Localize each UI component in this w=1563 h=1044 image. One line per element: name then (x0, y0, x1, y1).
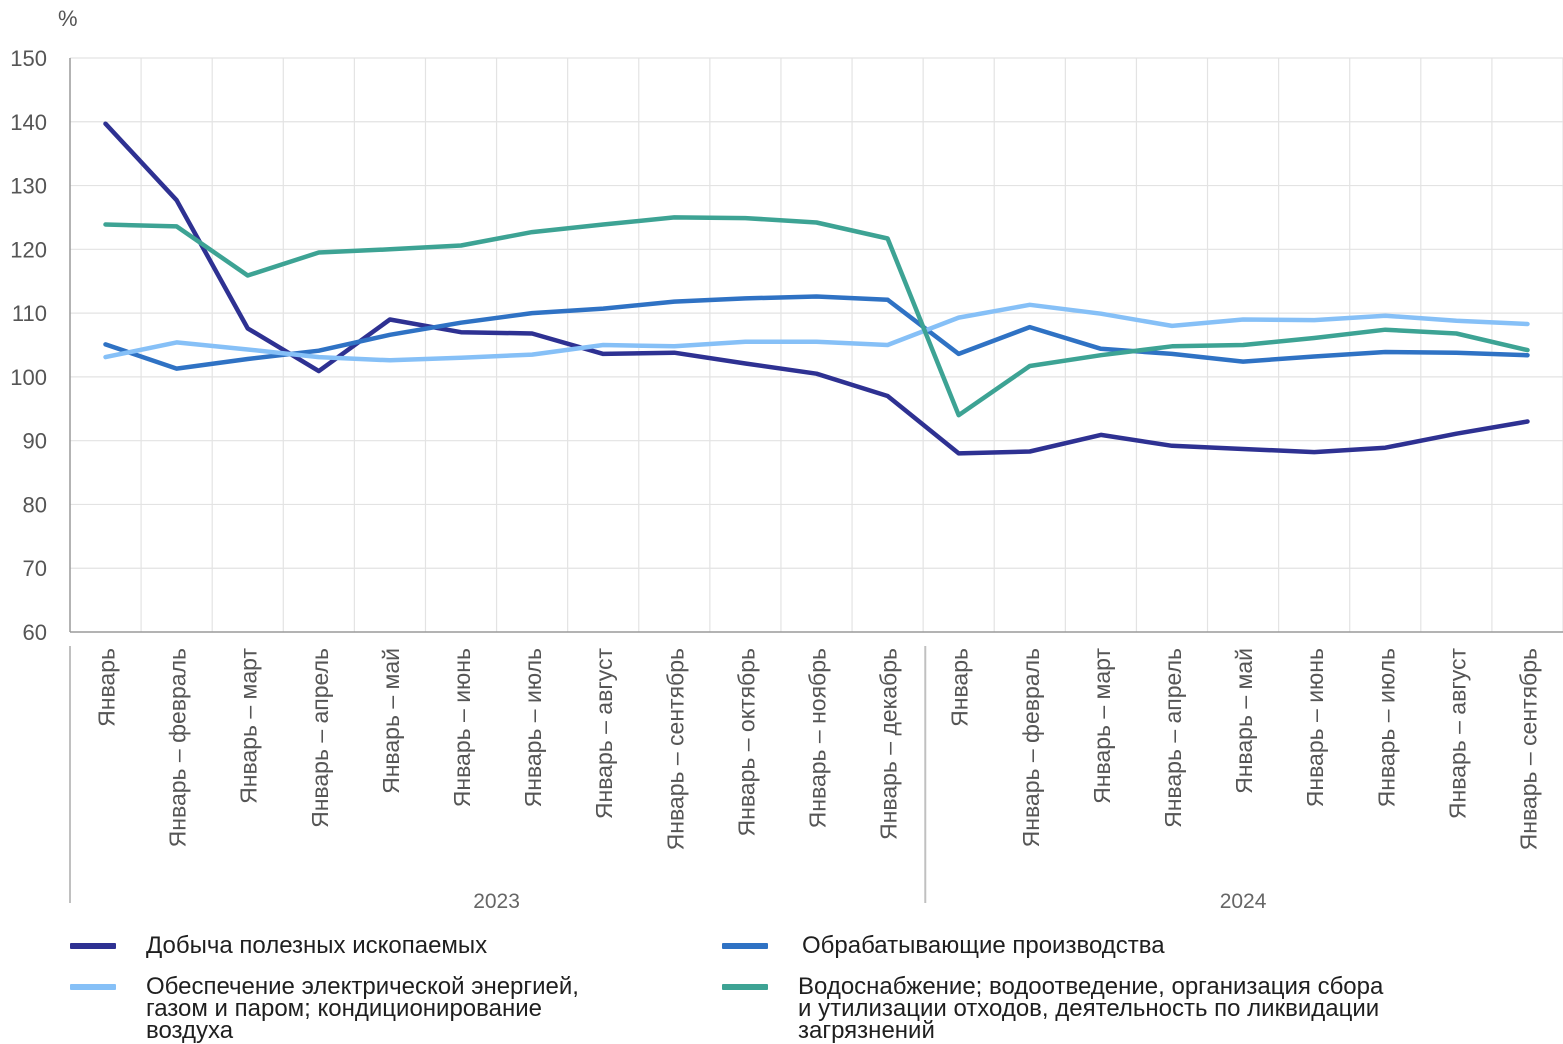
series-lines (103, 121, 1530, 456)
x-tick-label: Январь – февраль (165, 648, 191, 847)
x-tick-label: Январь – декабрь (876, 648, 902, 840)
x-group-label: 2024 (1220, 890, 1267, 913)
legend-swatch-energy (70, 984, 116, 990)
y-tick-label: 70 (23, 556, 47, 581)
legend: Добыча полезных ископаемых Обрабатывающи… (0, 925, 1563, 1044)
x-tick-label: Январь – июнь (449, 648, 475, 807)
legend-label-water: Водоснабжение; водоотведение, организаци… (798, 973, 1384, 1044)
y-axis-unit-label: % (58, 6, 78, 31)
series-line-1 (103, 294, 1530, 371)
legend-item-mining: Добыча полезных ископаемых (70, 929, 488, 959)
x-tick-label: Январь – апрель (307, 648, 333, 828)
x-tick-label: Январь (94, 648, 120, 727)
legend-label-mining: Добыча полезных ископаемых (146, 932, 488, 959)
x-tick-label: Январь – сентябрь (662, 648, 688, 850)
legend-item-manufacturing: Обрабатывающие производства (722, 929, 1165, 959)
legend-item-water: Водоснабжение; водоотведение, организаци… (722, 970, 1384, 1044)
x-tick-label: Январь – август (1444, 648, 1470, 820)
y-tick-label: 100 (10, 365, 47, 390)
x-tick-label: Январь – ноябрь (805, 648, 831, 828)
series-line-2 (103, 302, 1530, 363)
series-line-3 (103, 215, 1530, 418)
line-chart: 60 70 80 90 100 110 120 130 140 150 Январь Январь –… (10, 6, 1563, 913)
legend-label-manufacturing: Обрабатывающие производства (802, 932, 1165, 959)
x-tick-label: Январь – март (236, 648, 262, 804)
x-tick-label: Январь – май (378, 648, 404, 794)
legend-item-energy: Обеспечение электрической энергией, газо… (70, 970, 579, 1044)
y-tick-label: 140 (10, 110, 47, 135)
legend-swatch-water (722, 984, 768, 990)
x-tick-label: Январь – июль (1373, 648, 1399, 807)
y-tick-label: 110 (12, 301, 47, 326)
x-tick-label: Январь – апрель (1160, 648, 1186, 828)
gridlines (70, 57, 1563, 632)
x-tick-label: Январь – июнь (1302, 648, 1328, 807)
y-tick-label: 150 (10, 46, 47, 71)
x-tick-label: Январь – октябрь (733, 648, 759, 836)
x-tick-label: Январь (947, 648, 973, 727)
x-tick-label: Январь – июль (520, 648, 546, 807)
axes (69, 58, 1563, 903)
x-tick-label: Январь – сентябрь (1515, 648, 1541, 850)
x-group-label: 2023 (473, 890, 520, 913)
y-tick-label: 60 (23, 620, 47, 645)
y-tick-label: 90 (23, 429, 47, 454)
x-tick-label: Январь – февраль (1018, 648, 1044, 847)
series-line-0 (103, 121, 1530, 456)
x-tick-label: Январь – май (1231, 648, 1257, 794)
legend-label-energy: Обеспечение электрической энергией, газо… (146, 973, 579, 1044)
legend-swatch-mining (70, 943, 116, 949)
x-tick-label: Январь – август (591, 648, 617, 820)
y-tick-label: 120 (10, 237, 47, 262)
y-tick-label: 80 (23, 492, 47, 517)
tick-labels: 60 70 80 90 100 110 120 130 140 150 Январь Январь –… (10, 46, 1541, 913)
y-tick-label: 130 (10, 174, 47, 199)
legend-swatch-manufacturing (722, 943, 768, 949)
x-tick-label: Январь – март (1089, 648, 1115, 804)
